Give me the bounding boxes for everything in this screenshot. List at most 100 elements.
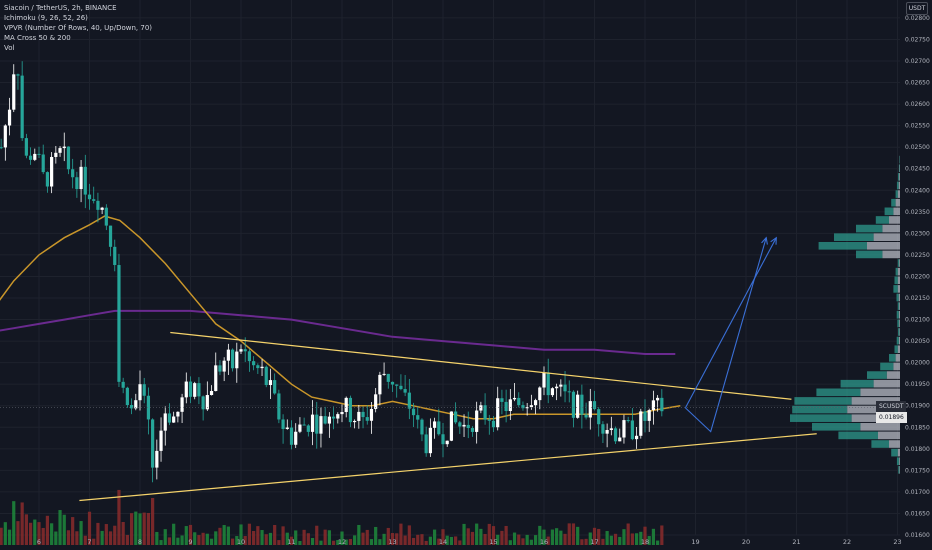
candle-body xyxy=(264,366,268,386)
volume-bar xyxy=(193,532,197,545)
candle-body xyxy=(87,194,92,200)
ma50-polyline xyxy=(0,215,681,420)
price-tick-label: 0.02800 xyxy=(905,15,930,22)
candle-body xyxy=(180,397,184,412)
legend-ichimoku[interactable]: Ichimoku (9, 26, 52, 26) xyxy=(4,14,88,22)
candle-body xyxy=(525,407,529,409)
time-tick-label: 11 xyxy=(287,538,295,546)
vpvr-up xyxy=(794,397,852,405)
candle-body xyxy=(331,416,336,419)
candle-body xyxy=(357,411,361,421)
price-axis: 0.02800 0.02750 0.02700 0.02650 0.02600 0.025… xyxy=(900,0,932,550)
volume-bar xyxy=(420,534,424,545)
price-badge-value: 0.01896 xyxy=(876,412,907,423)
candle-body xyxy=(197,383,201,397)
volume-bar xyxy=(365,529,369,545)
volume-bar xyxy=(344,539,348,545)
volume-bar xyxy=(538,525,542,545)
candle-body xyxy=(41,154,45,173)
vpvr-down xyxy=(882,250,900,259)
candle-body xyxy=(626,420,630,422)
vpvr-down xyxy=(847,405,900,414)
price-badge-symbol: SCUSDT xyxy=(876,401,907,412)
time-tick-label: 23 xyxy=(893,538,901,546)
volume-bar xyxy=(87,511,92,545)
candle-body xyxy=(146,395,151,420)
candle-body xyxy=(538,387,542,401)
vpvr-down xyxy=(897,345,900,354)
candle-body xyxy=(634,435,639,440)
candle-body xyxy=(424,434,428,454)
volume-bar xyxy=(546,536,550,545)
currency-badge[interactable]: USDT xyxy=(906,2,928,15)
legend-ma-cross[interactable]: MA Cross 50 & 200 xyxy=(4,34,71,42)
volume-bar xyxy=(470,531,475,545)
vpvr-up xyxy=(897,302,900,310)
candle-body xyxy=(344,397,348,413)
volume-bar xyxy=(79,521,83,545)
volume-bar xyxy=(243,536,247,545)
chart-legend: Siacoin / TetherUS, 2h, BINANCE Ichimoku… xyxy=(4,3,152,53)
volume-bar xyxy=(33,519,37,545)
candle-body xyxy=(79,166,83,190)
projection-path xyxy=(685,237,767,433)
volume-bar xyxy=(567,523,571,545)
vpvr-up xyxy=(838,431,878,440)
volume-bar xyxy=(58,510,62,545)
legend-symbol[interactable]: Siacoin / TetherUS, 2h, BINANCE xyxy=(4,4,117,12)
volume-bar xyxy=(66,530,71,545)
candle-body xyxy=(134,400,138,409)
volume-bar xyxy=(163,529,167,545)
volume-bar xyxy=(424,540,428,545)
candles xyxy=(0,61,664,483)
candle-body xyxy=(184,381,188,398)
volume-bar xyxy=(542,529,546,545)
volume-bar xyxy=(188,524,193,545)
candle-body xyxy=(340,412,344,415)
candle-body xyxy=(24,138,28,156)
vpvr-down xyxy=(882,224,900,233)
legend-vpvr[interactable]: VPVR (Number Of Rows, 40, Up/Down, 70) xyxy=(4,24,153,32)
candle-body xyxy=(214,365,218,391)
last-price-badge: SCUSDT0.01896 xyxy=(876,401,932,423)
projection-path xyxy=(684,237,777,409)
candle-body xyxy=(151,419,155,468)
volume-bar xyxy=(555,528,559,545)
volume-bar xyxy=(353,535,357,545)
time-tick-label: 15 xyxy=(489,538,497,546)
volume-bar xyxy=(618,536,622,545)
legend-vol[interactable]: Vol xyxy=(4,44,15,52)
candle-body xyxy=(205,395,209,410)
candle-body xyxy=(630,420,634,440)
volume-bar xyxy=(449,536,454,545)
ma50-line xyxy=(0,215,681,420)
vpvr-down xyxy=(867,241,900,250)
volume-bar xyxy=(50,523,54,545)
volume-profile xyxy=(790,155,900,474)
volume-bar xyxy=(605,531,609,545)
candle-body xyxy=(125,387,129,406)
time-tick-label: 22 xyxy=(843,538,851,546)
volume-bar xyxy=(454,536,458,545)
volume-bar xyxy=(281,526,285,545)
volume-bar xyxy=(268,532,273,545)
price-tick-label: 0.02750 xyxy=(905,36,930,43)
price-tick-label: 0.01800 xyxy=(905,446,930,453)
vpvr-up xyxy=(897,259,900,267)
vpvr-up xyxy=(896,336,899,345)
candle-body xyxy=(432,421,437,428)
vpvr-down xyxy=(899,328,900,336)
volume-bar xyxy=(12,501,16,545)
candle-body xyxy=(310,414,315,432)
volume-bar xyxy=(172,523,176,545)
time-tick-label: 6 xyxy=(37,538,41,546)
candle-body xyxy=(563,384,567,392)
candle-body xyxy=(466,424,470,429)
candle-body xyxy=(273,380,277,394)
volume-bar xyxy=(75,531,79,545)
candle-body xyxy=(129,405,134,409)
volume-bar xyxy=(656,540,660,545)
vpvr-down xyxy=(899,302,900,310)
volume-bar xyxy=(411,537,416,545)
